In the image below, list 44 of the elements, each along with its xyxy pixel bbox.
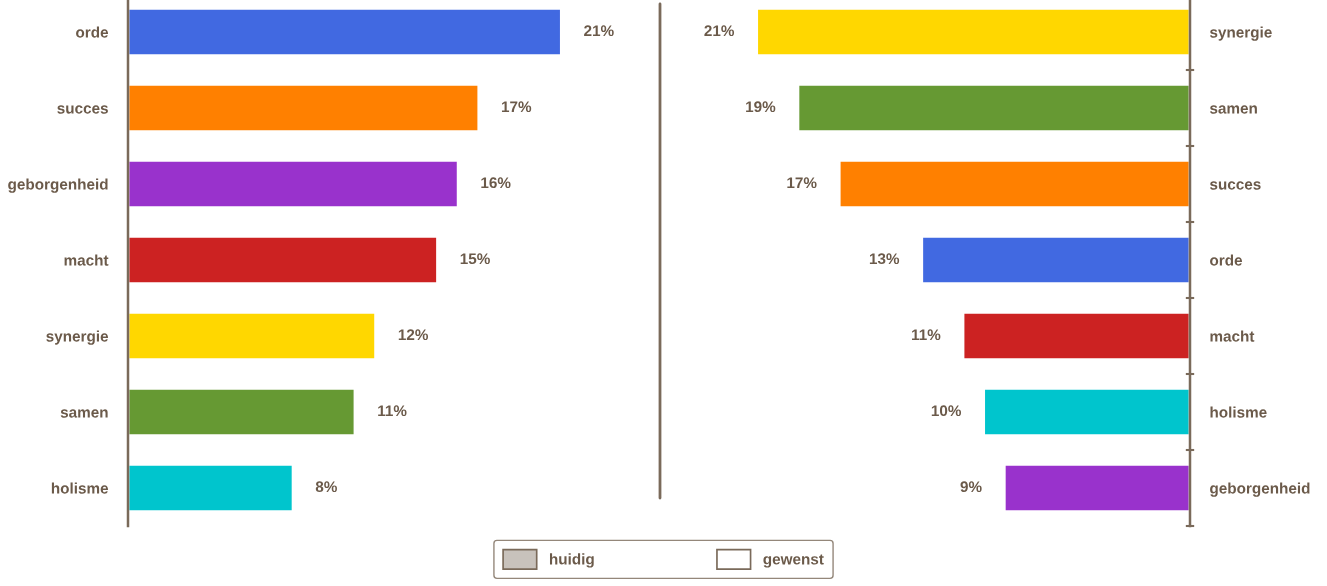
- bar: [128, 83, 481, 133]
- data-label: 11%: [912, 329, 941, 341]
- y-tick-label: macht: [1210, 330, 1255, 342]
- data-label: 9%: [960, 481, 982, 493]
- data-label: 21%: [704, 25, 735, 37]
- bar: [128, 7, 563, 57]
- y-tick-label: geborgenheid: [1210, 482, 1310, 497]
- y-tick-label: samen: [60, 409, 108, 418]
- y-tick-label: samen: [1209, 105, 1257, 114]
- data-label: 21%: [584, 25, 614, 37]
- data-label: 17%: [501, 101, 532, 113]
- bar: [755, 7, 1190, 57]
- y-tick-label: macht: [64, 254, 109, 266]
- data-label: 16%: [481, 177, 511, 189]
- y-tick-label: succes: [1209, 181, 1261, 190]
- y-tick-label: holisme: [1210, 406, 1267, 418]
- y-tick-label: holisme: [51, 482, 109, 494]
- data-label: 13%: [869, 253, 900, 265]
- y-tick-label: synergie: [46, 330, 109, 345]
- bar: [982, 387, 1190, 437]
- data-label: 8%: [315, 481, 337, 493]
- y-tick-label: succes: [57, 105, 108, 114]
- bar: [920, 235, 1190, 285]
- bar: [128, 235, 439, 285]
- text: huidig: [549, 553, 594, 568]
- y-tick-label: orde: [76, 26, 109, 38]
- bar: [128, 387, 357, 437]
- y-tick-label: geborgenheid: [8, 178, 108, 193]
- data-label: 12%: [398, 329, 429, 341]
- bar: [128, 311, 378, 361]
- y-tick-label: synergie: [1209, 26, 1272, 41]
- bar: [128, 159, 460, 209]
- data-label: 15%: [460, 253, 490, 265]
- data-label: 19%: [746, 101, 776, 113]
- bar: [961, 311, 1190, 361]
- text: gewenst: [763, 554, 824, 568]
- data-label: 10%: [931, 405, 962, 417]
- data-label: 11%: [378, 405, 407, 417]
- bar: [837, 159, 1190, 209]
- bar: [128, 463, 295, 513]
- data-label: 17%: [787, 177, 817, 189]
- bar: [796, 83, 1190, 133]
- bar: [1002, 463, 1190, 513]
- y-tick-label: orde: [1210, 254, 1243, 266]
